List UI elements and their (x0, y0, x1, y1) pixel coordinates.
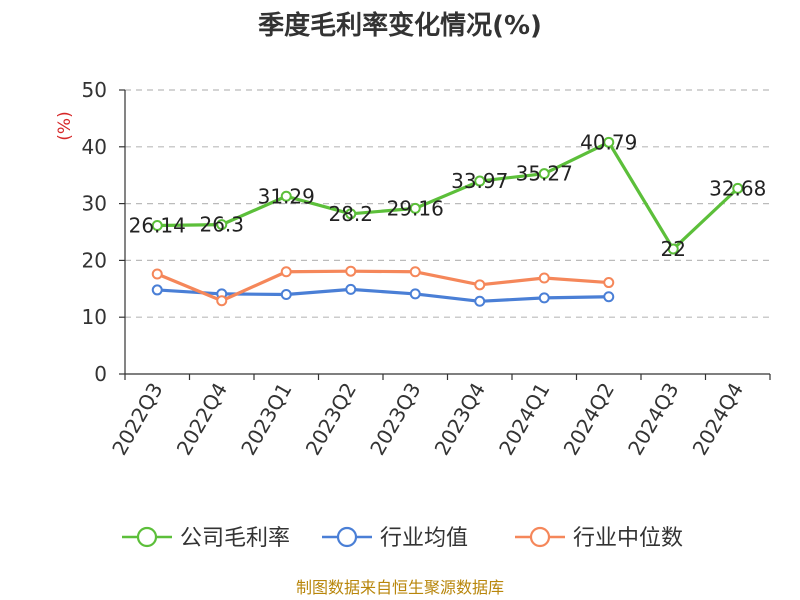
data-point (151, 284, 163, 296)
series-line (157, 287, 609, 303)
legend-marker (529, 526, 551, 548)
y-tick-label: 40 (82, 135, 107, 159)
data-point (603, 291, 615, 303)
chart-title: 季度毛利率变化情况(%) (258, 10, 542, 41)
y-tick-label: 10 (82, 305, 107, 329)
x-tick-label: 2023Q4 (430, 379, 490, 460)
series-line (156, 269, 609, 303)
data-point (151, 220, 163, 232)
data-point (409, 202, 421, 214)
data-point (538, 168, 550, 180)
data-point (345, 283, 357, 295)
data-label: 31.29 (258, 184, 315, 208)
data-point (732, 182, 744, 194)
legend-label: 公司毛利率 (180, 526, 290, 551)
data-point (538, 292, 550, 304)
x-tick-label: 2024Q4 (688, 379, 748, 460)
x-tick-label: 2023Q2 (301, 379, 361, 460)
data-label: 35.27 (516, 162, 573, 186)
legend-label: 行业均值 (380, 526, 468, 551)
data-label: 32.68 (709, 176, 766, 200)
data-point (538, 272, 550, 284)
data-point (474, 175, 486, 187)
y-tick-label: 0 (94, 362, 107, 386)
y-tick-label: 50 (82, 78, 107, 102)
x-tick-label: 2022Q4 (172, 379, 232, 460)
data-point (474, 295, 486, 307)
data-point (151, 268, 163, 280)
data-point (280, 288, 292, 300)
y-tick-label: 30 (82, 192, 107, 216)
legend-marker (136, 526, 158, 548)
data-label: 28.2 (328, 202, 373, 226)
data-point (345, 265, 357, 277)
data-point (216, 295, 228, 307)
legend: 公司毛利率 行业均值 行业中位数 (122, 526, 683, 551)
data-label: 33.97 (451, 169, 508, 193)
x-tick-label: 2024Q3 (623, 379, 683, 460)
data-point (474, 279, 486, 291)
data-point (409, 266, 421, 278)
x-tick-label: 2024Q2 (559, 379, 619, 460)
data-label: 40.79 (580, 130, 637, 154)
data-point (216, 219, 228, 231)
data-point (603, 277, 615, 289)
data-label: 26.14 (129, 214, 186, 238)
y-axis-label: (%) (55, 111, 75, 140)
series-0 (151, 136, 744, 255)
data-point (603, 136, 615, 148)
data-label: 22 (661, 237, 686, 261)
x-tick-label: 2024Q1 (494, 379, 554, 460)
legend-label: 行业中位数 (573, 526, 683, 551)
data-point (345, 208, 357, 220)
data-labels: 26.14 26.3 31.29 28.2 29.16 33.97 35.27 40.79 22… (129, 130, 767, 261)
data-point (280, 190, 292, 202)
data-label: 26.3 (199, 213, 244, 237)
x-tick-label: 2023Q3 (365, 379, 425, 460)
legend-marker (336, 526, 358, 548)
source-note: 制图数据来自恒生聚源数据库 (296, 578, 504, 597)
series-1 (151, 283, 615, 307)
series-2 (151, 265, 615, 307)
data-label: 29.16 (387, 196, 444, 220)
y-tick-label: 20 (82, 248, 107, 272)
data-point (280, 266, 292, 278)
series-line (157, 140, 739, 251)
x-tick-label: 2022Q3 (107, 379, 167, 460)
grid (125, 89, 770, 318)
series-lines (151, 136, 744, 307)
data-point (409, 288, 421, 300)
data-point (667, 243, 679, 255)
x-tick-label: 2023Q1 (236, 379, 296, 460)
